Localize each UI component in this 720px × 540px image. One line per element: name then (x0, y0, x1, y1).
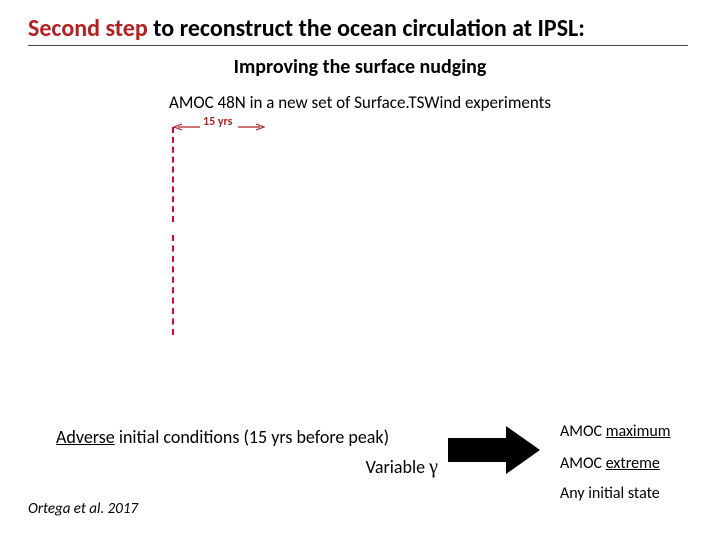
variable-text: Variable γ (56, 456, 438, 479)
legend-underline: extreme (606, 454, 660, 473)
title-rest: to reconstruct the ocean circulation at … (148, 14, 585, 43)
legend-item-extreme: AMOC extreme (560, 454, 660, 473)
vertical-marker-1 (172, 127, 174, 222)
variable-label: Variable (366, 456, 429, 478)
adverse-rest: initial conditions (15 yrs before peak) (115, 426, 389, 448)
legend-item-max: AMOC maximum (560, 422, 671, 441)
big-arrow-icon (448, 426, 540, 474)
slide-title: Second step to reconstruct the ocean cir… (28, 14, 585, 43)
legend-item-any: Any initial state (560, 484, 660, 503)
legend-prefix: AMOC (560, 454, 606, 473)
legend-plain: Any initial state (560, 484, 660, 503)
chart-area: 15 yrs (160, 115, 580, 355)
adverse-condition-text: Adverse initial conditions (15 yrs befor… (56, 426, 389, 448)
span-arrow-right-icon (160, 123, 280, 133)
legend-underline: maximum (606, 422, 671, 441)
vertical-marker-2 (172, 235, 174, 335)
subtitle: Improving the surface nudging (0, 55, 720, 79)
legend-prefix: AMOC (560, 422, 606, 441)
adverse-underline: Adverse (56, 426, 115, 448)
title-underline (28, 45, 688, 46)
citation: Ortega et al. 2017 (28, 500, 138, 518)
title-accent: Second step (28, 14, 148, 43)
gamma-symbol: γ (429, 456, 438, 478)
chart-caption: AMOC 48N in a new set of Surface.TSWind … (0, 92, 720, 113)
